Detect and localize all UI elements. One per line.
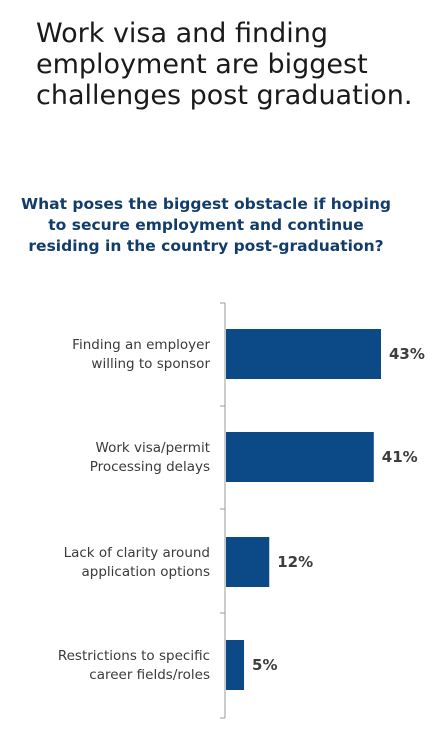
- bar-0: [226, 329, 381, 379]
- value-label-0: 43%: [389, 345, 425, 363]
- bar-1: [226, 432, 374, 482]
- value-label-1: 41%: [382, 448, 418, 466]
- category-label-2-line-1: application options: [82, 564, 210, 580]
- category-label-3-line-1: career fields/roles: [89, 667, 210, 683]
- category-label-3: Restrictions to specific career fields/ro…: [58, 648, 210, 683]
- category-label-2-line-0: Lack of clarity around: [64, 545, 210, 561]
- category-label-0: Finding an employer willing to sponsor: [72, 337, 210, 372]
- chart-title: What poses the biggest obstacle if hopin…: [21, 195, 391, 255]
- category-label-0-line-1: willing to sponsor: [91, 356, 210, 372]
- category-label-3-line-0: Restrictions to specific: [58, 648, 210, 664]
- bars: [226, 329, 381, 690]
- y-axis-ticks: [220, 302, 225, 719]
- category-label-1: Work visa/permit Processing delays: [90, 440, 210, 475]
- bar-3: [226, 640, 245, 690]
- category-label-2: Lack of clarity around application option…: [64, 545, 210, 580]
- category-label-1-line-0: Work visa/permit: [96, 440, 210, 456]
- value-labels: 43% 41% 12% 5%: [252, 345, 425, 674]
- category-labels: Finding an employer willing to sponsor Wor…: [58, 337, 211, 683]
- value-label-3: 5%: [252, 656, 277, 674]
- value-label-2: 12%: [277, 553, 313, 571]
- category-label-0-line-0: Finding an employer: [72, 337, 210, 353]
- headline: Work visa and finding employment are big…: [36, 18, 413, 111]
- bar-2: [226, 537, 270, 587]
- category-label-1-line-1: Processing delays: [90, 459, 210, 475]
